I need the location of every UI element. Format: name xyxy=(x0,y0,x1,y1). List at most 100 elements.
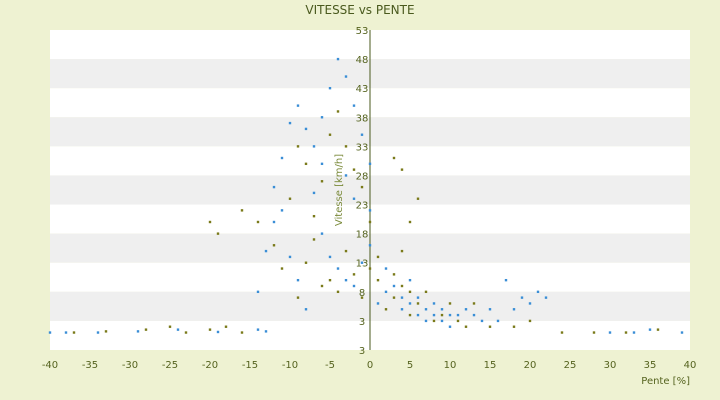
data-point xyxy=(480,319,484,323)
data-point xyxy=(208,328,212,331)
data-point xyxy=(408,313,412,317)
y-tick-label: 28 xyxy=(356,171,369,182)
data-point xyxy=(400,296,404,299)
y-tick-label: 18 xyxy=(356,230,369,241)
data-point xyxy=(376,302,380,305)
x-tick-label: -25 xyxy=(162,360,178,371)
x-tick-label: 25 xyxy=(564,360,577,371)
data-point xyxy=(72,331,76,334)
data-point xyxy=(392,156,396,160)
data-point xyxy=(488,308,492,311)
data-point xyxy=(352,104,356,107)
data-point xyxy=(384,267,388,270)
data-point xyxy=(440,313,444,317)
data-point xyxy=(392,284,396,288)
data-point xyxy=(344,249,348,253)
data-point xyxy=(368,162,372,166)
data-point xyxy=(352,168,356,171)
data-point xyxy=(360,133,364,136)
data-point xyxy=(216,330,220,334)
data-point xyxy=(352,197,356,200)
y-tick-label: 53 xyxy=(356,26,369,37)
data-point xyxy=(432,302,436,305)
data-point xyxy=(656,328,660,331)
data-point xyxy=(424,308,428,311)
x-tick-label: -15 xyxy=(242,360,258,371)
data-point xyxy=(288,197,292,200)
y-tick-label: 8 xyxy=(359,288,365,299)
data-point xyxy=(256,290,260,294)
data-point xyxy=(240,331,244,334)
data-point xyxy=(216,232,220,235)
data-point xyxy=(360,185,364,189)
data-point xyxy=(280,267,284,270)
data-point xyxy=(296,145,300,148)
data-point xyxy=(408,278,412,282)
data-point xyxy=(424,319,428,323)
data-point xyxy=(448,325,452,328)
x-tick-label: -20 xyxy=(202,360,218,371)
data-point xyxy=(408,290,412,294)
data-point xyxy=(512,308,516,311)
data-point xyxy=(224,325,228,328)
data-point xyxy=(256,328,260,331)
data-point xyxy=(336,110,340,113)
x-tick-label: -5 xyxy=(325,360,335,371)
data-point xyxy=(448,313,452,317)
data-point xyxy=(104,330,108,333)
data-point xyxy=(312,191,316,195)
data-point xyxy=(456,313,460,317)
data-point xyxy=(424,290,428,294)
y-tick-label: 3 xyxy=(359,317,365,328)
x-tick-label: 0 xyxy=(367,360,373,371)
data-point xyxy=(256,220,260,224)
x-tick-label: -10 xyxy=(282,360,298,371)
data-point xyxy=(312,214,316,218)
data-point xyxy=(288,255,292,259)
data-point xyxy=(304,261,308,264)
y-tick-label: 13 xyxy=(356,259,369,270)
data-point xyxy=(400,308,404,311)
y-tick-label: 3 xyxy=(359,346,365,357)
data-point xyxy=(296,104,300,107)
x-axis-label: Pente [%] xyxy=(641,376,690,387)
data-point xyxy=(280,209,284,212)
data-point xyxy=(488,325,492,328)
x-tick-label: -30 xyxy=(122,360,138,371)
data-point xyxy=(336,57,340,61)
data-point xyxy=(168,325,172,328)
data-point xyxy=(184,331,188,334)
y-tick-label: 48 xyxy=(356,55,369,66)
data-point xyxy=(352,273,356,276)
data-point xyxy=(320,180,324,183)
data-point xyxy=(296,278,300,282)
data-point xyxy=(392,296,396,299)
data-point xyxy=(416,302,420,305)
data-point xyxy=(560,331,564,334)
data-point xyxy=(360,261,364,264)
data-point xyxy=(328,255,332,259)
data-point xyxy=(528,319,532,323)
data-point xyxy=(328,86,332,90)
data-point xyxy=(504,278,508,282)
x-tick-label: 30 xyxy=(604,360,617,371)
data-point xyxy=(456,319,460,323)
data-point xyxy=(608,331,612,334)
data-point xyxy=(384,290,388,294)
data-point xyxy=(632,331,636,334)
y-tick-label: 43 xyxy=(356,84,369,95)
data-point xyxy=(288,121,292,125)
data-point xyxy=(264,330,268,333)
data-point xyxy=(272,185,276,189)
data-point xyxy=(344,145,348,148)
data-point xyxy=(296,296,300,299)
data-point xyxy=(536,290,540,294)
data-point xyxy=(320,116,324,119)
data-point xyxy=(416,296,420,299)
data-point xyxy=(344,75,348,78)
data-point xyxy=(464,308,468,311)
data-point xyxy=(240,209,244,212)
data-point xyxy=(208,220,212,224)
data-point xyxy=(416,313,420,317)
